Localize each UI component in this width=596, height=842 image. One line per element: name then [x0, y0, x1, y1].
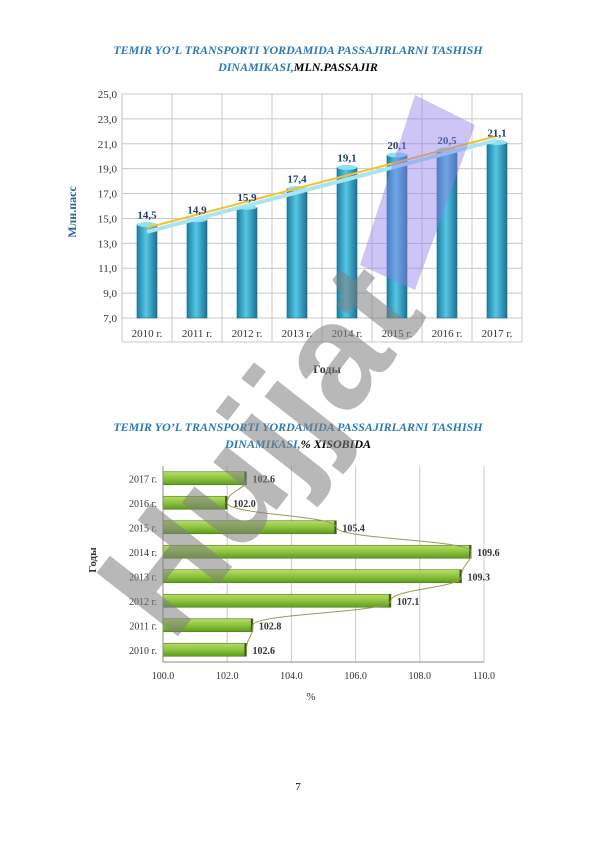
chart1-trend-line [146, 135, 498, 229]
chart1-title-main: TEMIR YO’L TRANSPORTI YORDAMIDA PASSAJIR… [113, 43, 483, 57]
chart2-data-label: 105.4 [342, 523, 365, 534]
chart2-y-tick-label: 2014 г. [129, 548, 157, 559]
chart1-x-tick-label: 2014 г. [332, 328, 363, 340]
chart1-data-label: 20,5 [437, 135, 457, 147]
chart2-x-tick-label: 108.0 [409, 671, 432, 682]
chart2-bar-end [334, 520, 337, 534]
chart1-title: TEMIR YO’L TRANSPORTI YORDAMIDA PASSAJIR… [40, 42, 556, 76]
chart1-title-line2: DINAMIKASI, [218, 60, 294, 74]
chart1-y-axis-title: Млн.пасс [65, 186, 79, 238]
chart1-x-tick-label: 2011 г. [182, 328, 213, 340]
chart2-bar-end [469, 545, 472, 559]
chart1-y-tick-label: 19,0 [98, 164, 118, 176]
chart2-data-label: 109.3 [468, 572, 491, 583]
chart1-y-tick-label: 17,0 [98, 189, 118, 201]
chart1-x-tick-label: 2012 г. [232, 328, 263, 340]
chart1-x-tick-label: 2015 г. [382, 328, 413, 340]
chart1-y-tick-label: 25,0 [98, 89, 118, 101]
chart1-data-label: 15,9 [237, 192, 257, 204]
chart1-data-label: 19,1 [337, 152, 356, 164]
chart2-axes: 100.0 102.0 104.0 106.0 108.0 110.0 2017 г. 201… [129, 466, 495, 682]
chart1-bar [486, 142, 508, 319]
chart2-bar-end [244, 471, 247, 485]
chart2-bar-end [388, 594, 391, 608]
chart2-x-tick-label: 100.0 [152, 671, 175, 682]
chart2-x-tick-label: 110.0 [473, 671, 495, 682]
chart2-bars [162, 471, 472, 657]
chart2-x-tick-label: 106.0 [344, 671, 367, 682]
chart1-y-tick-label: 23,0 [98, 114, 118, 126]
chart2-y-tick-label: 2017 г. [129, 474, 157, 485]
chart2-data-label: 102.6 [252, 646, 275, 657]
chart2-data-label: 107.1 [397, 597, 420, 608]
chart2-data-label: 102.8 [259, 621, 282, 632]
chart1-bar-cap [387, 152, 407, 158]
chart2-curve [226, 478, 472, 650]
chart1-y-tick-label: 9,0 [103, 288, 117, 300]
chart2-title-main: TEMIR YO’L TRANSPORTI YORDAMIDA PASSAJIR… [113, 420, 483, 434]
chart1-data-label: 14,9 [187, 205, 207, 217]
chart1-bar [136, 224, 158, 319]
chart1-trendline [146, 135, 498, 234]
chart2-smooth-line [226, 478, 472, 650]
chart1-data-label: 14,5 [137, 210, 157, 222]
chart1-x-tick-label: 2016 г. [432, 328, 463, 340]
chart2-y-tick-label: 2016 г. [129, 499, 157, 510]
chart2-x-tick-label: 102.0 [216, 671, 239, 682]
chart1-y-tick-label: 13,0 [98, 238, 118, 250]
chart1-y-tick-label: 7,0 [103, 313, 117, 325]
chart1-x-tick-label: 2010 г. [132, 328, 163, 340]
chart2-bar-end [250, 618, 253, 632]
chart1-x-tick-label: 2017 г. [482, 328, 513, 340]
chart1-data-label: 21,1 [487, 128, 506, 140]
chart1-bar [186, 219, 208, 319]
chart1-bar-cap [337, 164, 357, 170]
chart2-title-unit: % XISOBIDA [300, 437, 372, 451]
chart1-title-unit: MLN.PASSAJIR [293, 60, 378, 74]
chart2-title: TEMIR YO’L TRANSPORTI YORDAMIDA PASSAJIR… [40, 419, 556, 453]
chart1-y-tick-label: 21,0 [98, 139, 118, 151]
watermark-logo-shape [360, 95, 475, 290]
chart1-data-label: 20,1 [387, 140, 406, 152]
chart1-data-label: 17,4 [287, 174, 307, 186]
chart2-bar-end [459, 569, 462, 583]
chart2-y-tick-label: 2010 г. [129, 646, 157, 657]
chart2-data-label: 102.6 [252, 474, 275, 485]
chart2-y-tick-label: 2015 г. [129, 523, 157, 534]
chart1-x-axis-title: Годы [313, 362, 341, 376]
chart1-x-tick-label: 2013 г. [282, 328, 313, 340]
chart2-bar-end [244, 643, 247, 657]
chart2-x-tick-label: 104.0 [280, 671, 303, 682]
chart2-y-tick-label: 2011 г. [129, 621, 157, 632]
chart1-y-tick-label: 11,0 [98, 263, 117, 275]
chart1-trend-shadow [146, 138, 498, 234]
chart2-x-axis-title: % [306, 691, 315, 703]
chart2-title-line2: DINAMIKASI, [224, 437, 301, 451]
chart2-bar-end [225, 496, 228, 510]
chart2-data-label: 109.6 [477, 548, 500, 559]
chart2-y-tick-label: 2013 г. [129, 572, 157, 583]
chart1-y-tick-label: 15,0 [98, 213, 118, 225]
chart2-y-axis-title: Годы [87, 547, 99, 573]
chart1-bar [236, 206, 258, 319]
chart1-value-labels: 14,5 14,9 15,9 17,4 19,1 20,1 20,5 21,1 [137, 128, 506, 222]
chart1-axes: 7,0 9,0 11,0 13,0 15,0 17,0 19,0 21,0 23,0 25,0 20… [98, 89, 513, 340]
chart2-data-label: 102.0 [233, 499, 256, 510]
chart2-y-tick-label: 2012 г. [129, 597, 157, 608]
page-number: 7 [295, 781, 301, 793]
chart2-value-labels: 102.6 102.0 105.4 109.6 109.3 107.1 102.8 102.6 [233, 474, 499, 657]
